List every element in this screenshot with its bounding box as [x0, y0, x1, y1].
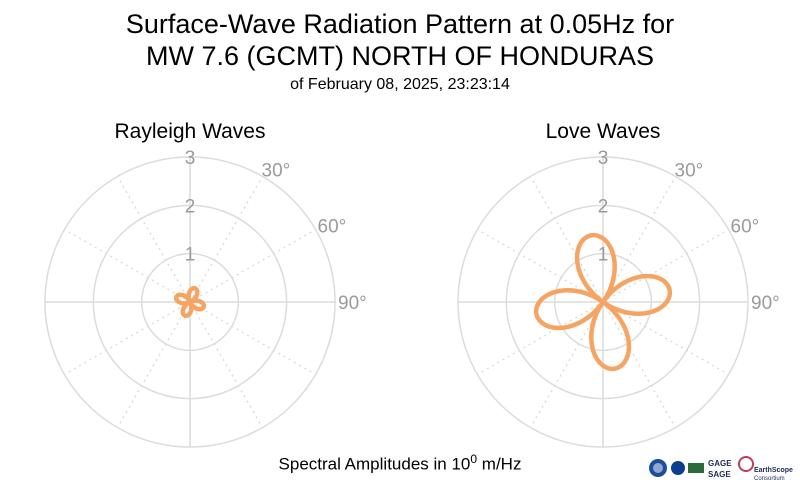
chart-title-line1: Surface-Wave Radiation Pattern at 0.05Hz… — [125, 9, 675, 39]
earthscope-logo-text: EarthScope — [754, 467, 793, 474]
unit-suffix: m/Hz — [477, 454, 522, 474]
grid-spoke — [602, 228, 729, 303]
grid-spoke — [189, 228, 316, 303]
grid-spoke — [64, 301, 191, 376]
polar-panel-1: Rayleigh Waves 1 2 3 30° 60° 90° — [44, 120, 367, 448]
grid-spoke — [116, 301, 191, 428]
sponsor-logos: GAGE SAGE EarthScope Consortium — [649, 456, 793, 482]
grid-ring — [553, 252, 653, 352]
grid-ring — [505, 204, 701, 400]
grid-spoke — [602, 301, 677, 428]
grid-ring — [92, 204, 288, 400]
angle-tick-label: 60° — [318, 217, 347, 238]
grid-spoke — [189, 176, 264, 303]
amplitude-unit-caption: Spectral Amplitudes in 100 m/Hz — [0, 452, 800, 475]
angle-tick-label: 90° — [751, 293, 780, 314]
radiation-pattern-curve — [533, 232, 673, 372]
chart-title-line2: MW 7.6 (GCMT) NORTH OF HONDURAS — [146, 41, 654, 71]
consortium-logo-text: Consortium — [754, 476, 785, 482]
angle-tick-label: 90° — [338, 293, 367, 314]
panel-title: Love Waves — [546, 120, 661, 143]
grid-ring — [140, 252, 240, 352]
polar-panel-2: Love Waves 1 2 3 30° 60° 90° — [457, 120, 780, 448]
angle-tick-label: 30° — [262, 160, 291, 181]
radial-tick-label: 2 — [185, 196, 196, 217]
radial-tick-label: 3 — [185, 148, 196, 169]
unit-exponent: 0 — [470, 452, 478, 466]
nsf-logo-highlight — [653, 463, 663, 473]
grid-spoke — [477, 301, 604, 376]
earthscope-logo-icon — [738, 456, 754, 472]
sage-logo-text: SAGE — [708, 470, 731, 479]
unit-prefix: Spectral Amplitudes in 10 — [278, 454, 471, 474]
grid-spoke — [529, 176, 604, 303]
gage-logo-text: GAGE — [708, 459, 732, 468]
grid-spoke — [189, 301, 316, 376]
radial-tick-label: 2 — [598, 196, 609, 217]
usgs-logo-icon — [688, 463, 704, 473]
grid-ring — [457, 156, 749, 448]
radial-tick-label: 1 — [185, 245, 196, 266]
grid-spoke — [189, 301, 264, 428]
grid-spoke — [64, 228, 191, 303]
angle-tick-label: 30° — [675, 160, 704, 181]
chart-subtitle-date: of February 08, 2025, 23:23:14 — [290, 76, 510, 93]
radial-tick-label: 1 — [598, 245, 609, 266]
grid-ring — [44, 156, 336, 448]
grid-spoke — [116, 176, 191, 303]
nasa-logo-icon — [671, 461, 685, 475]
panel-title: Rayleigh Waves — [115, 120, 266, 143]
radiation-pattern-curve — [173, 285, 207, 319]
angle-tick-label: 60° — [731, 217, 760, 238]
radial-tick-label: 3 — [598, 148, 609, 169]
